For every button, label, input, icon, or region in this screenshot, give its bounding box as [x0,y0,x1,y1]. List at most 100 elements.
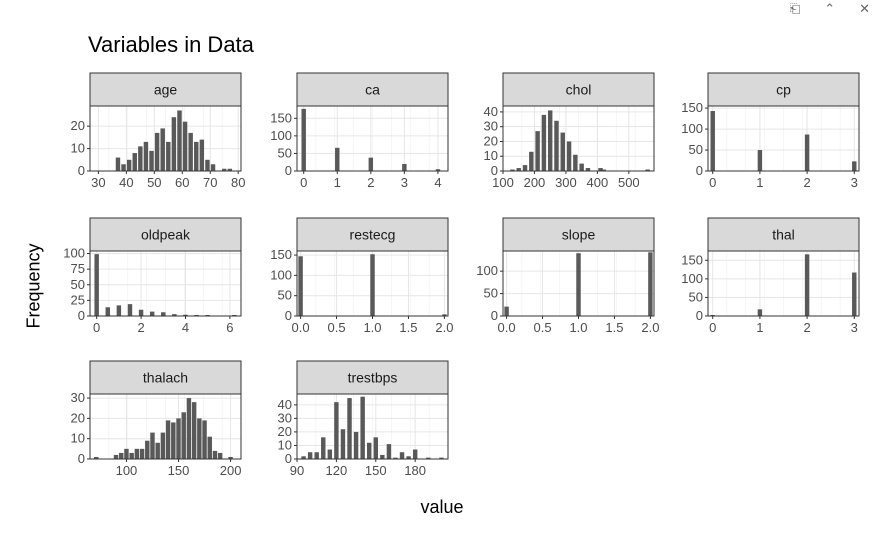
x-tick-label: 50 [147,175,161,190]
histogram-bar [161,312,166,316]
histogram-bar [321,437,326,459]
y-tick-label: 100 [476,263,498,278]
x-tick-label: 0.5 [534,320,552,335]
histogram-bar [165,420,171,459]
x-tick-label: 4 [434,175,441,190]
histogram-bar [115,157,121,171]
histogram-bar [172,314,177,316]
histogram-bar [380,454,385,459]
x-tick-label: 120 [326,463,348,478]
histogram-bar [217,452,223,459]
histogram-bar [138,309,144,316]
histogram-bar [406,456,411,459]
x-tick-label: 30 [91,175,105,190]
histogram-bar [228,456,233,459]
histogram-bar [212,450,218,459]
histogram-bar [541,114,547,171]
y-tick-label: 0 [491,308,498,323]
histogram-bar [301,456,306,459]
x-tick-label: 2 [803,175,810,190]
histogram-bar [134,448,140,459]
chart-title: Variables in Data [88,32,254,57]
histogram-bar [353,431,359,459]
histogram-bar [314,452,319,459]
y-tick-label: 50 [689,289,703,304]
histogram-bar [194,141,199,171]
y-tick-label: 75 [71,261,85,276]
x-tick-label: 0 [93,320,100,335]
histogram-bar [307,452,313,459]
histogram-bar [149,150,154,171]
y-tick-label: 50 [689,142,703,157]
histogram-bar [601,169,606,171]
histogram-bar [160,128,165,171]
x-tick-label: 400 [587,175,609,190]
histogram-bar [143,141,149,171]
histogram-bar [132,153,137,171]
x-axis-label: value [420,497,464,517]
facet-strip-ca [296,72,449,107]
y-tick-label: 100 [270,128,292,143]
collapse-icon[interactable]: ⌃ [824,2,836,17]
x-tick-label: 300 [555,175,577,190]
x-tick-label: 180 [404,463,426,478]
facet-strip-restecg [296,217,449,252]
facet-strip-label: age [154,82,178,98]
facet-strip-label: trestbps [348,370,398,386]
facet-strip-age [89,72,242,107]
y-tick-label: 20 [71,410,85,425]
histogram-bar [155,442,160,459]
y-tick-label: 0 [696,308,703,323]
x-tick-label: 0.5 [328,320,346,335]
y-tick-label: 150 [681,252,703,267]
facet-cp: cp 0 1 2 3 0 50 100 150 [681,72,860,190]
close-icon[interactable]: ✕ [859,2,870,17]
histogram-bar [334,402,339,459]
histogram-bar [710,111,715,171]
x-tick-label: 2.0 [641,320,659,335]
histogram-bar [573,154,578,171]
x-tick-label: 6 [226,320,233,335]
y-tick-label: 0 [78,451,85,466]
histogram-bar [598,168,603,171]
histogram-bar [139,448,145,459]
facet-strip-chol [502,72,655,107]
y-tick-label: 0 [285,163,292,178]
histogram-bar [149,311,155,316]
x-tick-label: 100 [492,175,514,190]
facet-strip-cp [707,72,860,107]
histogram-bar [166,141,171,171]
x-tick-label: 3 [851,320,858,335]
histogram-bar [373,437,379,459]
x-tick-label: 200 [524,175,546,190]
histogram-bar [183,314,188,316]
histogram-bar [504,306,509,316]
panel-border [502,105,655,172]
x-tick-label: 2 [137,320,144,335]
x-tick-label: 80 [231,175,245,190]
histogram-bar [188,132,193,171]
histogram-bar [177,110,182,171]
histogram-bar [327,449,333,459]
facet-strip-label: chol [566,82,592,98]
facet-strip-slope [502,217,655,252]
histogram-bar [804,134,810,171]
histogram-bar [113,454,119,459]
histogram-bar [129,452,134,459]
histogram-bar [648,252,653,316]
y-tick-label: 10 [71,141,85,156]
histogram-bar [171,117,177,171]
copy-icon[interactable]: ⎗ [789,2,801,17]
y-tick-label: 0 [285,451,292,466]
y-tick-label: 100 [63,246,85,261]
panel-border [296,250,449,317]
histogram-bar [426,457,431,459]
histogram-bar [399,452,405,459]
histogram-bar [510,169,515,171]
y-tick-label: 0 [696,163,703,178]
histogram-bar [121,164,126,171]
x-tick-label: 0 [709,175,716,190]
histogram-bar [757,150,763,171]
histogram-bar [138,146,143,171]
